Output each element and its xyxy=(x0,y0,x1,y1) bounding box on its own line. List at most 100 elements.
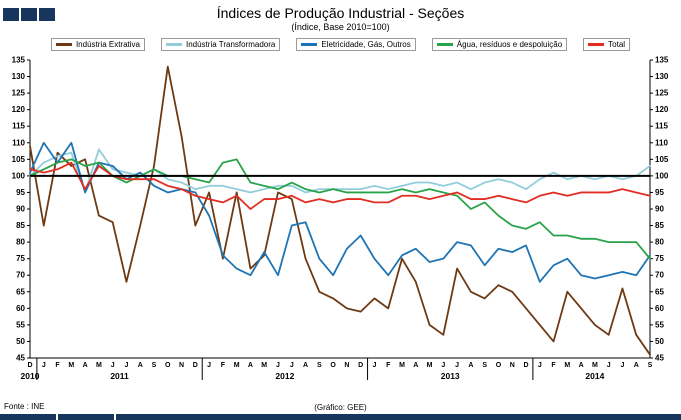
source-text: Fonte : INE xyxy=(4,402,45,411)
svg-text:F: F xyxy=(386,362,391,369)
svg-text:135: 135 xyxy=(12,56,26,65)
svg-text:J: J xyxy=(290,362,294,369)
svg-text:70: 70 xyxy=(655,271,664,280)
svg-text:80: 80 xyxy=(655,238,664,247)
svg-text:90: 90 xyxy=(16,205,25,214)
svg-text:105: 105 xyxy=(12,155,26,164)
svg-text:J: J xyxy=(441,362,445,369)
svg-text:120: 120 xyxy=(12,105,26,114)
line-chart: 45 45 50 50 55 55 60 60 65 65 70 70 75 75 80 80 85 85 90 90… xyxy=(12,56,669,382)
svg-text:130: 130 xyxy=(655,72,669,81)
svg-text:D: D xyxy=(523,362,528,369)
svg-text:55: 55 xyxy=(16,320,25,329)
svg-text:M: M xyxy=(427,362,433,369)
svg-text:J: J xyxy=(538,362,542,369)
svg-text:130: 130 xyxy=(12,72,26,81)
legend-label: Eletricidade, Gás, Outros xyxy=(321,40,411,49)
svg-text:100: 100 xyxy=(655,171,669,180)
svg-text:A: A xyxy=(303,362,308,369)
svg-text:A: A xyxy=(248,362,253,369)
svg-text:65: 65 xyxy=(655,287,664,296)
svg-text:70: 70 xyxy=(16,271,25,280)
svg-text:J: J xyxy=(620,362,624,369)
svg-text:F: F xyxy=(55,362,60,369)
legend-item-agua-residuos: Água, resíduos e despoluição xyxy=(431,38,568,51)
svg-text:A: A xyxy=(83,362,88,369)
svg-text:105: 105 xyxy=(655,155,669,164)
svg-text:J: J xyxy=(276,362,280,369)
svg-text:85: 85 xyxy=(655,221,664,230)
credit-text: (Gráfico: GEE) xyxy=(314,403,367,412)
svg-text:N: N xyxy=(179,362,184,369)
legend-label: Indústria Transformadora xyxy=(185,40,276,49)
svg-text:M: M xyxy=(592,362,598,369)
svg-text:F: F xyxy=(221,362,226,369)
svg-text:2014: 2014 xyxy=(585,371,604,381)
svg-text:A: A xyxy=(579,362,584,369)
legend-label: Indústria Extrativa xyxy=(75,40,140,49)
svg-text:D: D xyxy=(358,362,363,369)
svg-text:N: N xyxy=(510,362,515,369)
svg-text:S: S xyxy=(648,362,653,369)
svg-text:125: 125 xyxy=(655,89,669,98)
svg-text:D: D xyxy=(27,362,32,369)
logo-square-icon xyxy=(3,8,19,21)
svg-text:M: M xyxy=(96,362,102,369)
svg-text:60: 60 xyxy=(655,304,664,313)
legend-swatch-icon xyxy=(588,43,605,46)
gee-logo xyxy=(3,8,55,21)
svg-text:120: 120 xyxy=(655,105,669,114)
legend-label: Água, resíduos e despoluição xyxy=(456,40,563,49)
legend-item-industria-transformadora: Indústria Transformadora xyxy=(160,38,281,51)
svg-text:75: 75 xyxy=(16,254,25,263)
svg-text:N: N xyxy=(344,362,349,369)
svg-text:A: A xyxy=(413,362,418,369)
svg-text:M: M xyxy=(234,362,240,369)
svg-text:2012: 2012 xyxy=(275,371,294,381)
svg-text:80: 80 xyxy=(16,238,25,247)
svg-text:110: 110 xyxy=(12,138,25,147)
svg-text:115: 115 xyxy=(655,122,668,131)
svg-text:90: 90 xyxy=(655,205,664,214)
svg-text:55: 55 xyxy=(655,320,664,329)
legend-item-total: Total xyxy=(583,38,631,51)
svg-text:65: 65 xyxy=(16,287,25,296)
svg-text:J: J xyxy=(42,362,46,369)
svg-text:135: 135 xyxy=(655,56,669,65)
svg-text:D: D xyxy=(193,362,198,369)
svg-text:O: O xyxy=(330,362,336,369)
legend-swatch-icon xyxy=(165,43,182,46)
svg-text:60: 60 xyxy=(16,304,25,313)
svg-text:45: 45 xyxy=(16,354,25,363)
svg-text:J: J xyxy=(372,362,376,369)
svg-text:S: S xyxy=(317,362,322,369)
logo-square-icon xyxy=(39,8,55,21)
svg-text:F: F xyxy=(551,362,556,369)
svg-text:125: 125 xyxy=(12,89,26,98)
svg-text:M: M xyxy=(68,362,74,369)
svg-text:2010: 2010 xyxy=(21,371,40,381)
svg-text:100: 100 xyxy=(12,171,26,180)
svg-text:50: 50 xyxy=(16,337,25,346)
svg-text:95: 95 xyxy=(16,188,25,197)
legend-label: Total xyxy=(608,40,626,49)
svg-text:O: O xyxy=(496,362,502,369)
svg-text:45: 45 xyxy=(655,354,664,363)
svg-text:75: 75 xyxy=(655,254,664,263)
svg-text:85: 85 xyxy=(16,221,25,230)
svg-text:95: 95 xyxy=(655,188,664,197)
legend-swatch-icon xyxy=(436,43,453,46)
page-title: Índices de Produção Industrial - Seções xyxy=(216,5,465,21)
svg-text:110: 110 xyxy=(655,138,668,147)
legend-item-industria-extrativa: Indústria Extrativa xyxy=(50,38,145,51)
svg-text:2011: 2011 xyxy=(110,371,129,381)
svg-text:A: A xyxy=(634,362,639,369)
chart-subtitle: (Índice, Base 2010=100) xyxy=(291,22,390,32)
chart-legend: Indústria Extrativa Indústria Transforma… xyxy=(0,37,681,52)
svg-text:O: O xyxy=(165,362,171,369)
svg-text:M: M xyxy=(261,362,267,369)
svg-text:115: 115 xyxy=(12,122,25,131)
svg-text:J: J xyxy=(607,362,611,369)
svg-text:J: J xyxy=(207,362,211,369)
logo-square-icon xyxy=(21,8,37,21)
